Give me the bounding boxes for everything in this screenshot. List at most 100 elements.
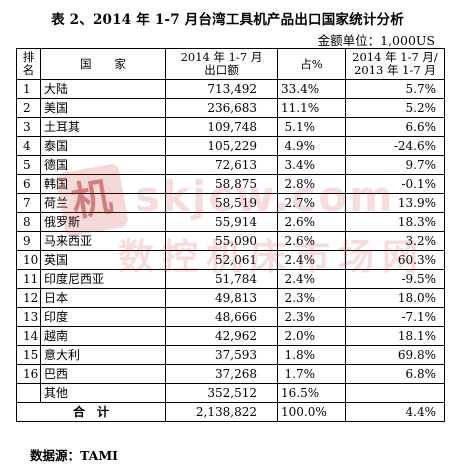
rank-cell: 16 xyxy=(16,364,41,384)
share-cell: 2.4% xyxy=(277,250,346,270)
rank-cell: 5 xyxy=(16,155,41,175)
export-value-cell: 105,229 xyxy=(165,136,278,156)
currency-unit: 金额单位：1,000US xyxy=(317,33,435,48)
share-cell: 2.3% xyxy=(277,307,346,327)
country-cell: 俄罗斯 xyxy=(40,212,166,232)
yoy-change-cell xyxy=(345,383,445,403)
header-export-value: 2014 年 1-7 月出口额 xyxy=(165,48,278,80)
share-cell: 2.7% xyxy=(277,193,346,213)
rank-cell: 8 xyxy=(16,212,41,232)
table-row: 4 泰国 105,229 4.9% -24.6% xyxy=(16,136,445,156)
share-cell: 5.1% xyxy=(277,117,346,137)
table-row: 9 马来西亚 55,090 2.6% 3.2% xyxy=(16,231,445,251)
total-change-cell: 4.4% xyxy=(345,402,445,422)
table-row: 15 意大利 37,593 1.8% 69.8% xyxy=(16,345,445,365)
export-value-cell: 48,666 xyxy=(165,307,278,327)
rank-cell: 10 xyxy=(16,250,41,270)
share-cell: 2.3% xyxy=(277,288,346,308)
yoy-change-cell: -9.5% xyxy=(345,269,445,289)
share-cell: 16.5% xyxy=(277,383,346,403)
country-cell: 巴西 xyxy=(40,364,166,384)
total-row: 合 计 2,138,822 100.0% 4.4% xyxy=(16,402,445,422)
country-cell: 印度尼西亚 xyxy=(40,269,166,289)
rank-cell: 9 xyxy=(16,231,41,251)
table-row: 12 日本 49,813 2.3% 18.0% xyxy=(16,288,445,308)
rank-cell: 4 xyxy=(16,136,41,156)
country-cell: 韩国 xyxy=(40,174,166,194)
export-value-cell: 109,748 xyxy=(165,117,278,137)
rank-cell: 1 xyxy=(16,79,41,99)
rank-cell: 12 xyxy=(16,288,41,308)
yoy-change-cell: 69.8% xyxy=(345,345,445,365)
table-body: 1 大陆 713,492 33.4% 5.7% 2 美国 236,683 11.1% 5.2% 3 土… xyxy=(16,79,445,422)
yoy-change-cell: 5.2% xyxy=(345,98,445,118)
country-cell: 美国 xyxy=(40,98,166,118)
yoy-change-cell: 60.3% xyxy=(345,250,445,270)
export-table: 排名 国 家 2014 年 1-7 月出口额 占% 2014 年 1-7 月/2… xyxy=(16,48,445,422)
share-cell: 3.4% xyxy=(277,155,346,175)
rank-cell: 14 xyxy=(16,326,41,346)
country-cell: 英国 xyxy=(40,250,166,270)
header-rank: 排名 xyxy=(16,48,41,80)
export-value-cell: 58,519 xyxy=(165,193,278,213)
share-cell: 2.4% xyxy=(277,269,346,289)
yoy-change-cell: 9.7% xyxy=(345,155,445,175)
table-row: 3 土耳其 109,748 5.1% 6.6% xyxy=(16,117,445,137)
export-value-cell: 51,784 xyxy=(165,269,278,289)
country-cell: 大陆 xyxy=(40,79,166,99)
country-cell: 日本 xyxy=(40,288,166,308)
table-row: 16 巴西 37,268 1.7% 6.8% xyxy=(16,364,445,384)
export-value-cell: 236,683 xyxy=(165,98,278,118)
table-row: 10 英国 52,061 2.4% 60.3% xyxy=(16,250,445,270)
header-yoy-change: 2014 年 1-7 月/2013 年 1-7 月 xyxy=(345,48,445,80)
rank-cell: 11 xyxy=(16,269,41,289)
country-cell: 荷兰 xyxy=(40,193,166,213)
rank-cell: 7 xyxy=(16,193,41,213)
other-row: 其他 352,512 16.5% xyxy=(16,383,445,403)
table-header-row: 排名 国 家 2014 年 1-7 月出口额 占% 2014 年 1-7 月/2… xyxy=(16,48,445,80)
country-cell: 印度 xyxy=(40,307,166,327)
export-value-cell: 52,061 xyxy=(165,250,278,270)
share-cell: 2.6% xyxy=(277,231,346,251)
rank-cell: 6 xyxy=(16,174,41,194)
export-value-cell: 37,268 xyxy=(165,364,278,384)
share-cell: 11.1% xyxy=(277,98,346,118)
rank-cell: 2 xyxy=(16,98,41,118)
table-row: 8 俄罗斯 55,914 2.6% 18.3% xyxy=(16,212,445,232)
total-share-cell: 100.0% xyxy=(277,402,346,422)
share-cell: 1.7% xyxy=(277,364,346,384)
export-value-cell: 352,512 xyxy=(165,383,278,403)
yoy-change-cell: 6.8% xyxy=(345,364,445,384)
export-value-cell: 55,914 xyxy=(165,212,278,232)
table-row: 14 越南 42,962 2.0% 18.1% xyxy=(16,326,445,346)
country-cell: 马来西亚 xyxy=(40,231,166,251)
export-value-cell: 37,593 xyxy=(165,345,278,365)
country-cell: 其他 xyxy=(40,383,166,403)
share-cell: 4.9% xyxy=(277,136,346,156)
yoy-change-cell: 3.2% xyxy=(345,231,445,251)
table-row: 2 美国 236,683 11.1% 5.2% xyxy=(16,98,445,118)
share-cell: 33.4% xyxy=(277,79,346,99)
yoy-change-cell: 18.0% xyxy=(345,288,445,308)
country-cell: 土耳其 xyxy=(40,117,166,137)
share-cell: 1.8% xyxy=(277,345,346,365)
data-source: 数据源：TAMI xyxy=(30,448,119,463)
export-value-cell: 58,875 xyxy=(165,174,278,194)
header-country: 国 家 xyxy=(40,48,166,80)
yoy-change-cell: -7.1% xyxy=(345,307,445,327)
export-value-cell: 713,492 xyxy=(165,79,278,99)
rank-cell: 13 xyxy=(16,307,41,327)
total-value-cell: 2,138,822 xyxy=(165,402,278,422)
header-share: 占% xyxy=(277,48,346,80)
table-row: 5 德国 72,613 3.4% 9.7% xyxy=(16,155,445,175)
yoy-change-cell: -24.6% xyxy=(345,136,445,156)
country-cell: 越南 xyxy=(40,326,166,346)
export-value-cell: 72,613 xyxy=(165,155,278,175)
country-cell: 意大利 xyxy=(40,345,166,365)
yoy-change-cell: 13.9% xyxy=(345,193,445,213)
rank-cell xyxy=(16,383,41,403)
share-cell: 2.6% xyxy=(277,212,346,232)
export-value-cell: 49,813 xyxy=(165,288,278,308)
export-value-cell: 42,962 xyxy=(165,326,278,346)
rank-cell: 15 xyxy=(16,345,41,365)
